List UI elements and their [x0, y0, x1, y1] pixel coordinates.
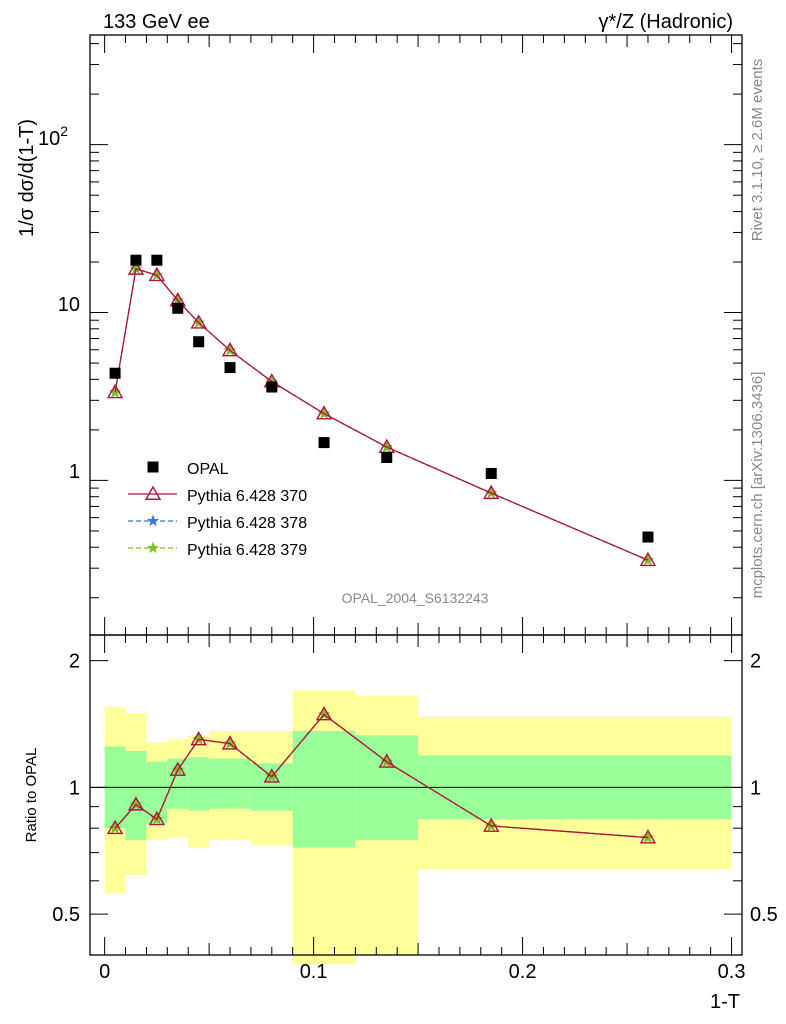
y-axis-label: 1/σ dσ/d(1-T) — [16, 119, 38, 237]
legend-label-data: OPAL — [187, 461, 229, 478]
y-tick-label-100: 102 — [38, 123, 68, 150]
x-tick-label: 0 — [99, 961, 110, 983]
ratio-axes — [89, 634, 743, 956]
x-tick-label: 0.1 — [300, 961, 328, 983]
legend-label-1: Pythia 6.428 378 — [187, 515, 307, 532]
series-marker-ratio-0 — [106, 819, 124, 835]
legend-label-2: Pythia 6.428 379 — [187, 542, 307, 559]
legend-marker-2 — [146, 541, 160, 554]
series-marker-ratio-0 — [190, 730, 207, 746]
data-point — [130, 254, 142, 266]
ratio-series — [106, 706, 657, 844]
y-tick-label-10: 10 — [58, 294, 80, 316]
x-tick-label: 0.2 — [509, 961, 537, 983]
series-marker-main-0 — [221, 341, 239, 357]
x-axis-label: 1-T — [710, 991, 740, 1013]
legend: OPAL Pythia 6.428 370 Pythia 6.428 378 Pyth… — [128, 461, 307, 559]
series-line-ratio-0 — [114, 713, 649, 839]
data-point — [318, 437, 330, 449]
data-point — [266, 381, 278, 393]
series-marker-ratio-0 — [378, 753, 395, 768]
y-tick-label-100-base: 10 — [38, 128, 60, 150]
legend-marker-1 — [146, 514, 160, 527]
band-inner-4 — [188, 757, 210, 811]
series-marker-main-0 — [639, 551, 657, 567]
ratio-tick-label-left: 0.5 — [52, 904, 80, 926]
series-marker-main-0 — [190, 314, 207, 329]
ratio-y-axis-label: Ratio to OPAL — [23, 748, 40, 843]
ratio-tick-label-right: 0.5 — [750, 904, 778, 926]
series-marker-ratio-0 — [169, 761, 186, 776]
ratio-tick-labels: 0.5 0.5 1 1 2 2 — [52, 651, 778, 927]
series-marker-ratio-0 — [221, 735, 239, 750]
x-ticks: 0 0.1 0.2 0.3 — [99, 35, 745, 983]
data-point — [193, 336, 205, 348]
band-inner-1 — [125, 750, 147, 841]
chart-title-left: 133 GeV ee — [103, 11, 210, 33]
ratio-tick-label-right: 1 — [750, 777, 761, 799]
data-point — [224, 362, 236, 374]
main-series — [106, 260, 657, 567]
x-tick-label: 0.3 — [718, 961, 746, 983]
analysis-label: OPAL_2004_S6132243 — [342, 590, 489, 606]
side-label-top: Rivet 3.1.10, ≥ 2.6M events — [749, 59, 766, 242]
data-point — [172, 302, 184, 314]
band-inner-5 — [209, 758, 251, 809]
chart-title-right: γ*/Z (Hadronic) — [599, 11, 733, 33]
series-marker-main-0 — [483, 484, 500, 500]
legend-marker-0 — [144, 485, 162, 500]
series-marker-ratio-0 — [483, 817, 500, 832]
data-point — [642, 531, 654, 543]
series-marker-main-0 — [148, 266, 166, 282]
ratio-tick-label-right: 2 — [750, 651, 761, 673]
series-marker-ratio-0 — [263, 768, 281, 783]
y-tick-label-1: 1 — [69, 461, 80, 483]
ratio-frame — [89, 634, 743, 956]
ratio-tick-label-left: 1 — [69, 777, 80, 799]
data-points — [109, 254, 654, 543]
data-point — [109, 367, 121, 379]
series-marker-main-0 — [315, 405, 333, 420]
series-marker-ratio-0 — [127, 796, 145, 811]
series-marker-ratio-0 — [639, 829, 657, 844]
series-marker-main-0 — [127, 260, 145, 275]
series-marker-ratio-0 — [315, 706, 333, 721]
data-point — [485, 467, 497, 479]
side-label-bottom: mcplots.cern.ch [arXiv:1306.3436] — [749, 372, 766, 599]
legend-label-0: Pythia 6.428 370 — [187, 488, 307, 505]
data-point — [151, 254, 163, 266]
ratio-tick-label-left: 2 — [69, 651, 80, 673]
series-line-main-0 — [114, 268, 649, 561]
series-marker-main-0 — [106, 383, 124, 399]
data-point — [381, 451, 393, 463]
band-inner-7 — [292, 731, 356, 848]
legend-marker-data — [147, 461, 159, 473]
y-tick-label-100-exponent: 2 — [60, 123, 68, 139]
series-marker-ratio-0 — [148, 810, 166, 826]
